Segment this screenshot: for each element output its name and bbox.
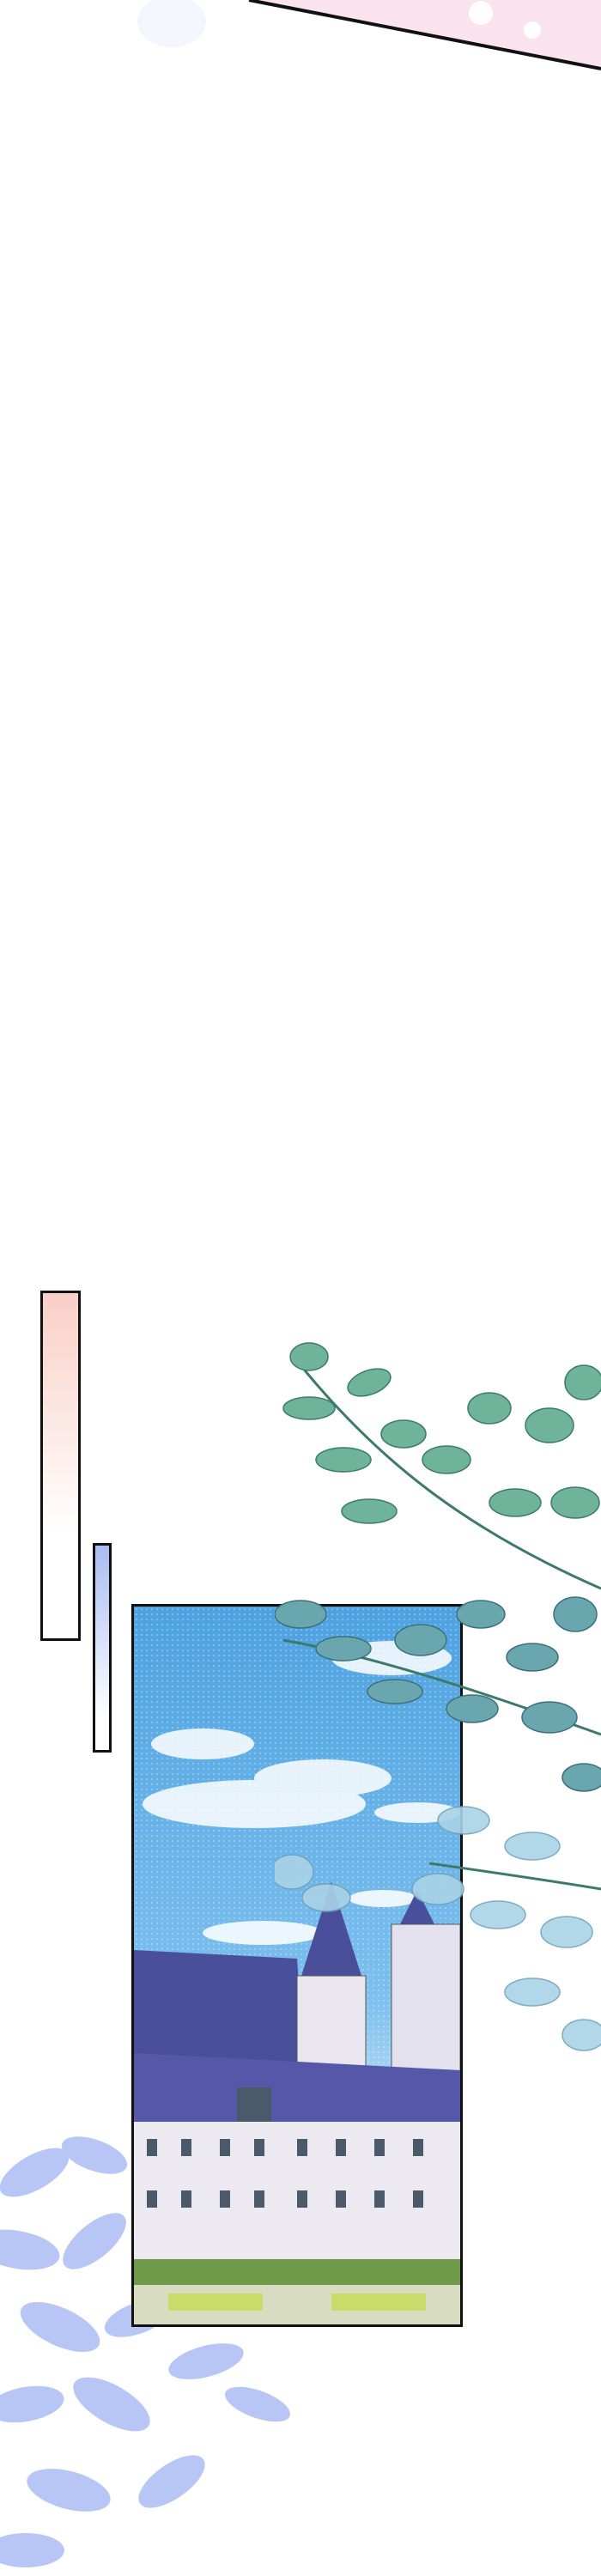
castle-panel <box>131 1604 463 2327</box>
eucalyptus-leaves <box>275 1342 601 2051</box>
pink-decorative-bar <box>40 1291 81 1641</box>
castle-illustration <box>134 1607 460 2324</box>
top-panel-edge <box>137 0 601 70</box>
blue-decorative-bar <box>93 1543 112 1753</box>
garden-trees <box>134 2259 460 2285</box>
panel-border-line <box>248 0 601 70</box>
silhouette-leaves <box>0 2136 290 2567</box>
faded-gem-icon <box>137 0 206 47</box>
